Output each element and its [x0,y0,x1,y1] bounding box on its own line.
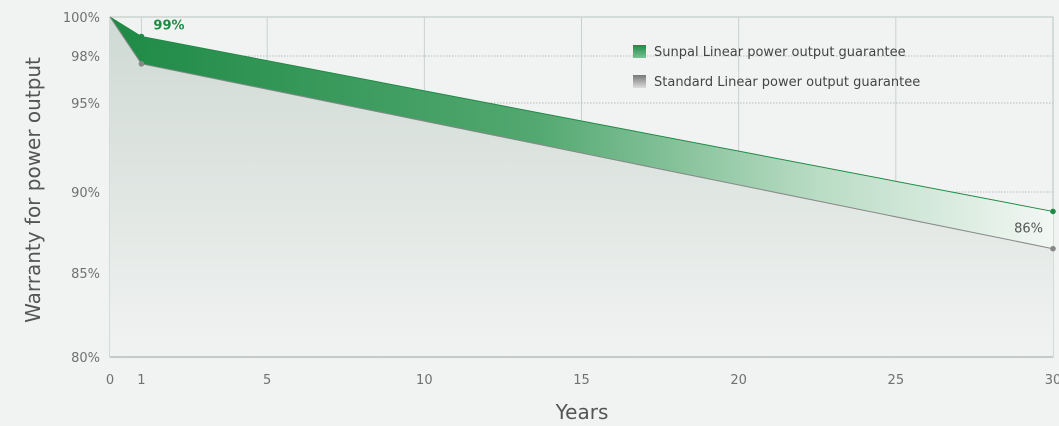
y-tick-label-100: 100% [63,11,100,26]
guarantee-band [110,17,1053,249]
x-tick-label-5: 5 [263,373,271,388]
x-tick-label-20: 20 [730,373,747,388]
legend-label-sunpal: Sunpal Linear power output guarantee [654,45,906,60]
x-tick-label-25: 25 [888,373,905,388]
x-axis-title: Years [555,400,609,424]
annotation-0: 99% [153,19,184,34]
series-point-1-2 [1050,245,1056,252]
legend: Sunpal Linear power output guarantee Sta… [633,45,920,90]
annotation-1: 86% [1014,222,1043,237]
legend-swatch-standard [633,75,646,88]
annotations: 99% 86% [153,19,1043,237]
x-tick-label-30: 30 [1045,373,1059,388]
y-tick-label-80: 80% [71,351,100,366]
x-tick-labels: 0 1 5 10 15 20 25 30 [106,373,1059,388]
x-tick-label-15: 15 [573,373,590,388]
x-tick-label-10: 10 [416,373,433,388]
legend-item-standard: Standard Linear power output guarantee [633,75,920,90]
legend-label-standard: Standard Linear power output guarantee [654,75,920,90]
x-tick-label-1: 1 [137,373,145,388]
y-tick-label-85: 85% [71,267,100,282]
series-point-0-2 [1050,208,1056,215]
series-point-0-1 [138,33,145,40]
series-markers [138,33,1056,252]
y-tick-label-98: 98% [71,50,100,65]
y-tick-label-95: 95% [71,97,100,112]
y-tick-labels: 80% 85% 90% 95% 98% 100% [63,11,100,366]
legend-item-sunpal: Sunpal Linear power output guarantee [633,45,906,60]
y-tick-label-90: 90% [71,186,100,201]
series-point-1-1 [138,61,145,67]
under-area [110,17,1053,357]
y-axis-title: Warranty for power output [21,57,45,323]
legend-swatch-sunpal [633,45,646,58]
x-tick-label-0: 0 [106,373,114,388]
